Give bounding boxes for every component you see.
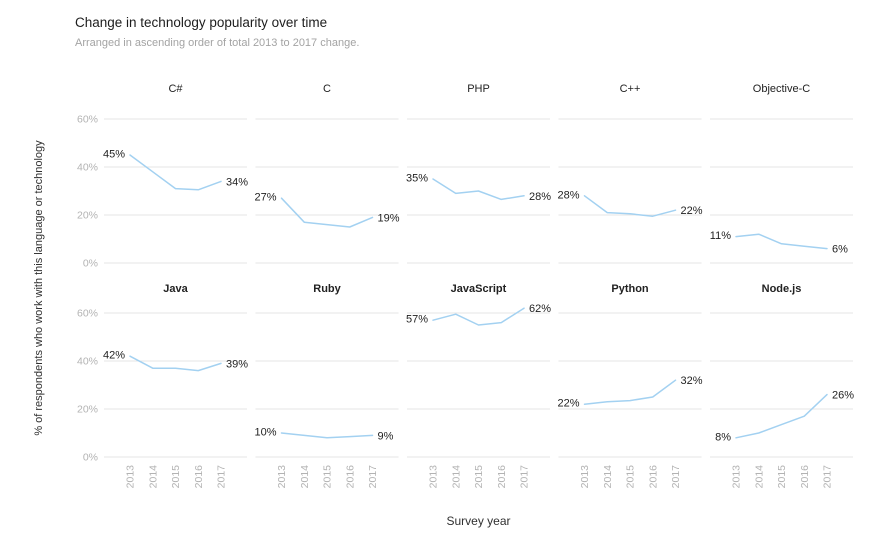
start-value-label: 27% xyxy=(254,192,276,204)
end-value-label: 19% xyxy=(378,212,400,224)
x-tick-label: 2015 xyxy=(170,465,182,489)
panel-title: Node.js xyxy=(762,283,802,295)
x-tick-label: 2017 xyxy=(216,465,228,489)
end-value-label: 28% xyxy=(529,191,551,203)
x-tick-label: 2013 xyxy=(125,465,137,489)
x-tick-label: 2017 xyxy=(822,465,834,489)
y-tick-label: 0% xyxy=(83,452,98,464)
start-value-label: 42% xyxy=(103,350,125,362)
panel-title: PHP xyxy=(467,83,490,95)
start-value-label: 57% xyxy=(406,314,428,326)
x-tick-label: 2014 xyxy=(602,465,614,489)
trend-line xyxy=(432,178,525,201)
y-tick-label: 40% xyxy=(77,162,98,174)
x-tick-label: 2014 xyxy=(299,465,311,489)
trend-line xyxy=(432,307,525,326)
start-value-label: 11% xyxy=(710,230,731,242)
end-value-label: 39% xyxy=(226,358,248,370)
x-tick-label: 2013 xyxy=(276,465,288,489)
end-value-label: 32% xyxy=(681,375,703,387)
chart-subtitle: Arranged in ascending order of total 201… xyxy=(75,37,360,49)
y-tick-label: 20% xyxy=(77,210,98,222)
x-tick-label: 2015 xyxy=(625,465,637,489)
start-value-label: 28% xyxy=(557,189,579,201)
x-tick-label: 2014 xyxy=(147,465,159,489)
y-tick-label: 0% xyxy=(83,258,98,270)
x-tick-label: 2014 xyxy=(753,465,765,489)
y-tick-label: 40% xyxy=(77,356,98,368)
x-tick-label: 2016 xyxy=(496,465,508,489)
x-tick-label: 2015 xyxy=(322,465,334,489)
panel-title: JavaScript xyxy=(451,283,507,295)
x-tick-label: 2017 xyxy=(670,465,682,489)
x-tick-label: 2015 xyxy=(473,465,485,489)
trend-line xyxy=(583,195,677,217)
x-tick-label: 2013 xyxy=(428,465,440,489)
trend-line xyxy=(280,432,374,439)
x-axis-title: Survey year xyxy=(446,514,511,528)
x-tick-label: 2015 xyxy=(776,465,788,489)
trend-line xyxy=(735,393,828,439)
panel-title: Objective-C xyxy=(753,83,811,95)
end-value-label: 6% xyxy=(832,244,848,256)
start-value-label: 45% xyxy=(103,149,125,161)
start-value-label: 35% xyxy=(406,173,428,185)
end-value-label: 34% xyxy=(226,176,248,188)
x-tick-label: 2016 xyxy=(647,465,659,489)
end-value-label: 22% xyxy=(681,205,703,217)
panel-title: C# xyxy=(168,83,183,95)
end-value-label: 26% xyxy=(832,390,854,402)
panel-title: Ruby xyxy=(313,283,341,295)
trend-line xyxy=(129,154,222,191)
y-tick-label: 60% xyxy=(77,308,98,320)
trend-line xyxy=(280,197,374,228)
x-tick-label: 2016 xyxy=(344,465,356,489)
start-value-label: 22% xyxy=(557,398,579,410)
x-tick-label: 2016 xyxy=(799,465,811,489)
start-value-label: 8% xyxy=(715,431,731,443)
x-tick-label: 2016 xyxy=(193,465,205,489)
trend-line xyxy=(129,355,222,372)
x-tick-label: 2013 xyxy=(579,465,591,489)
trend-line xyxy=(735,233,828,250)
end-value-label: 9% xyxy=(378,430,394,442)
x-tick-label: 2013 xyxy=(731,465,743,489)
y-tick-label: 60% xyxy=(77,114,98,126)
panel-title: C++ xyxy=(620,83,641,95)
x-tick-label: 2014 xyxy=(450,465,462,489)
end-value-label: 62% xyxy=(529,303,551,315)
chart-title: Change in technology popularity over tim… xyxy=(75,15,328,30)
y-tick-label: 20% xyxy=(77,404,98,416)
panel-title: Java xyxy=(163,283,188,295)
start-value-label: 10% xyxy=(254,427,276,439)
x-tick-label: 2017 xyxy=(519,465,531,489)
x-tick-label: 2017 xyxy=(367,465,379,489)
trend-line xyxy=(583,379,677,405)
panel-title: Python xyxy=(611,283,649,295)
panel-title: C xyxy=(323,83,331,95)
